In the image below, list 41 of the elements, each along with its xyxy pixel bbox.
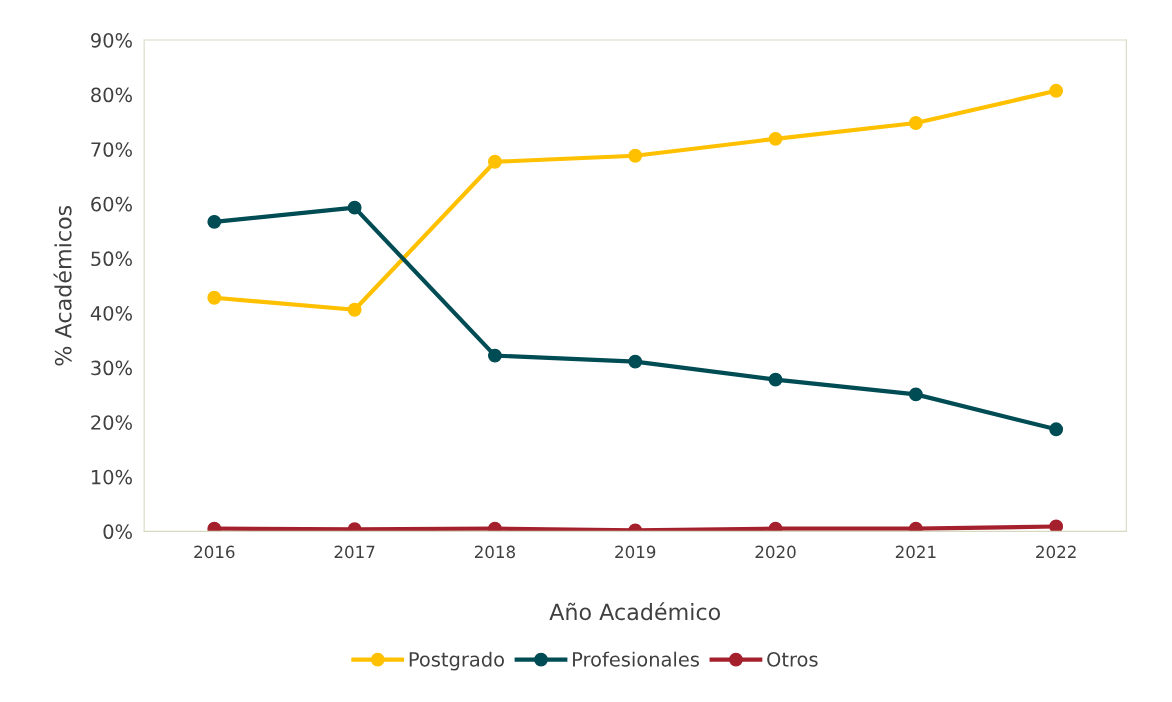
point [207, 521, 222, 532]
point [487, 521, 502, 532]
point [347, 200, 362, 215]
legend-label: Profesionales [573, 651, 699, 667]
x-tick-label: 2018 [474, 545, 515, 559]
x-axis-title: Año Académico [549, 602, 721, 621]
y-tick-label: 30% [91, 360, 132, 376]
point [908, 116, 923, 130]
point [908, 387, 923, 402]
point [768, 521, 783, 532]
y-axis-title: % Académicos [53, 205, 72, 366]
point [1049, 83, 1064, 98]
point [347, 302, 362, 317]
y-tick-label: 20% [91, 415, 132, 430]
point [1049, 422, 1064, 437]
point [487, 348, 502, 363]
x-tick-label: 2020 [755, 545, 796, 559]
legend-label: Postgrado [409, 651, 504, 671]
y-tick-label: 10% [91, 469, 132, 485]
x-tick-label: 2021 [895, 545, 936, 559]
point [1049, 519, 1064, 532]
point [768, 131, 783, 146]
point [628, 148, 643, 163]
point [207, 214, 222, 229]
point [628, 354, 643, 369]
y-tick-label: 50% [91, 251, 132, 267]
y-tick-label: 70% [91, 142, 132, 157]
y-tick-label: 60% [91, 196, 132, 212]
x-tick-label: 2022 [1036, 545, 1076, 559]
x-tick-label: 2017 [334, 545, 375, 559]
point [768, 372, 783, 387]
point [908, 521, 923, 532]
legend-label: Otros [767, 651, 818, 667]
x-tick-label: 2016 [194, 545, 235, 559]
y-tick-label: 80% [91, 87, 132, 103]
point [207, 290, 222, 305]
y-tick-label: 0% [103, 524, 132, 540]
y-tick-label: 90% [91, 32, 132, 48]
y-tick-label: 40% [90, 305, 132, 321]
point [487, 154, 502, 169]
x-tick-label: 2019 [615, 545, 656, 559]
